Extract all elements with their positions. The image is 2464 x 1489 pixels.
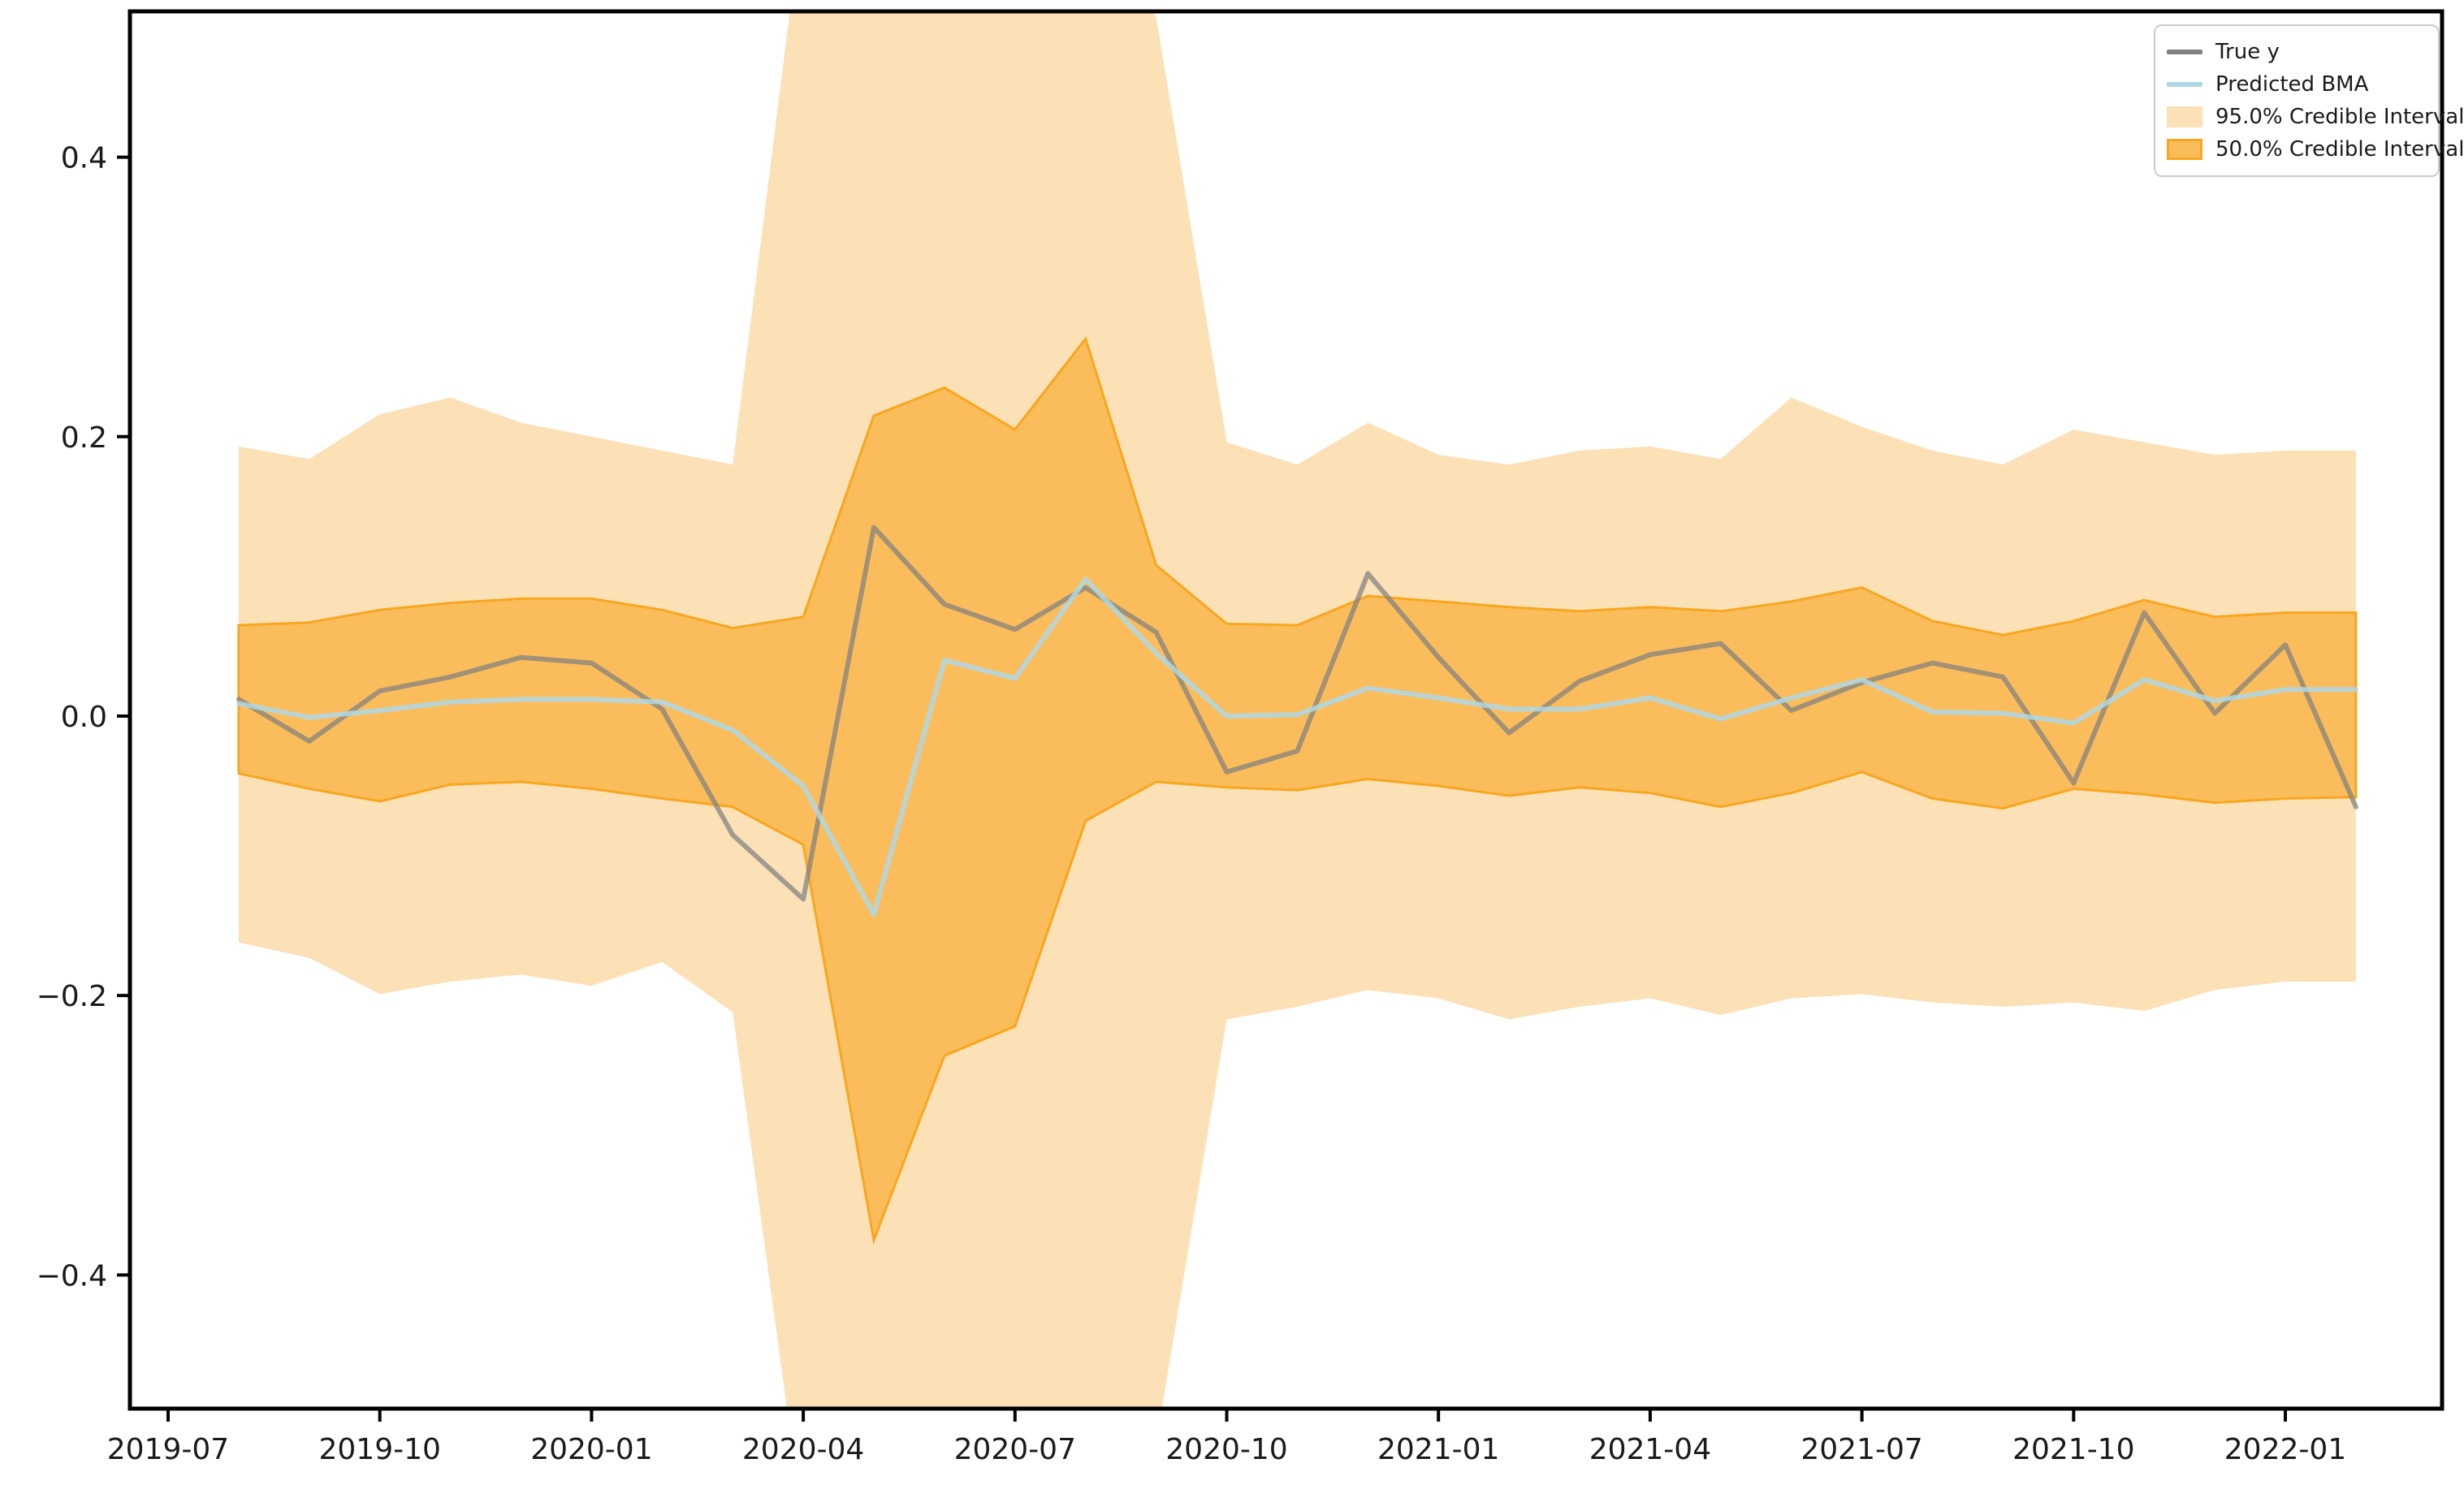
x-tick-label: 2020-10 (1165, 1433, 1287, 1466)
y-axis: 0.4 0.2 0.0 −0.2 −0.4 (37, 142, 130, 1293)
true-y-line (236, 524, 2358, 902)
series-group (236, 11, 2358, 1409)
axes-spines (128, 9, 2445, 1411)
x-tick-label: 2020-07 (954, 1433, 1076, 1466)
legend-item-predicted-bma: Predicted BMA (2167, 68, 2425, 101)
legend-item-true-y: True y (2167, 36, 2425, 68)
credible-band-50 (237, 336, 2358, 1245)
legend-item-ci50: 50.0% Credible Interval (2167, 133, 2464, 166)
legend-label: Predicted BMA (2215, 72, 2369, 97)
x-tick-label: 2020-01 (530, 1433, 652, 1466)
x-axis: 2019-07 2019-10 2020-01 2020-04 2020-07 2020-… (107, 1409, 2346, 1466)
x-tick-label: 2022-01 (2224, 1433, 2346, 1466)
x-tick-label: 2021-04 (1589, 1433, 1711, 1466)
x-tick-label: 2019-07 (107, 1433, 229, 1466)
x-tick-label: 2019-10 (318, 1433, 440, 1466)
y-tick-label: 0.4 (61, 142, 107, 175)
x-tick-label: 2020-04 (742, 1433, 864, 1466)
ci95-patch-swatch (2167, 106, 2202, 127)
y-tick-label: −0.4 (37, 1259, 107, 1293)
x-tick-label: 2021-07 (1800, 1433, 1922, 1466)
legend-label: 95.0% Credible Interval (2215, 105, 2464, 129)
legend-item-ci95: 95.0% Credible Interval (2167, 101, 2464, 133)
predicted-bma-line (236, 576, 2358, 917)
y-tick-label: 0.0 (61, 701, 107, 734)
true-y-line-swatch (2167, 50, 2202, 54)
x-tick-label: 2021-01 (1377, 1433, 1499, 1466)
y-tick-label: −0.2 (37, 980, 107, 1013)
legend: True y Predicted BMA 95.0% Credible Inte… (2154, 24, 2464, 177)
ci50-patch-swatch (2167, 139, 2202, 160)
legend-label: 50.0% Credible Interval (2215, 137, 2464, 162)
legend-label: True y (2215, 40, 2280, 64)
y-tick-label: 0.2 (61, 421, 107, 455)
x-tick-label: 2021-10 (2012, 1433, 2134, 1466)
predicted-bma-line-swatch (2167, 82, 2202, 87)
